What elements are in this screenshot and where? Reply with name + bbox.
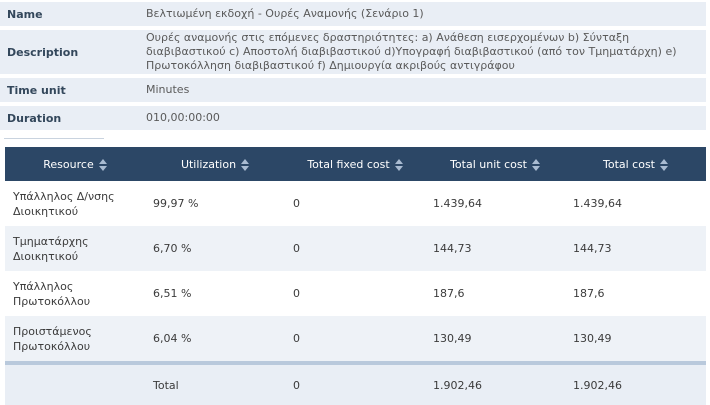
fixed-cost-cell: 0	[285, 271, 425, 316]
table-row: Υπάλληλος Πρωτοκόλλου 6,51 % 0 187,6 187…	[5, 271, 706, 316]
column-header-utilization[interactable]: Utilization	[145, 147, 285, 181]
unit-cost-cell: 187,6	[425, 271, 565, 316]
unit-cost-cell: 130,49	[425, 316, 565, 363]
column-header-total-cost[interactable]: Total cost	[565, 147, 706, 181]
column-header-total-unit-cost[interactable]: Total unit cost	[425, 147, 565, 181]
section-divider	[4, 138, 104, 139]
unit-cost-cell: 144,73	[425, 226, 565, 271]
total-cost-cell: 130,49	[565, 316, 706, 363]
description-row: Description Ουρές αναμονής στις επόμενες…	[0, 30, 706, 74]
duration-label: Duration	[7, 111, 62, 125]
name-label: Name	[7, 7, 43, 21]
name-value: Βελτιωμένη εκδοχή - Ουρές Αναμονής (Σενά…	[146, 7, 424, 20]
resource-cell: Τμηματάρχης Διοικητικού	[5, 226, 145, 271]
sort-arrows-icon[interactable]	[98, 158, 107, 171]
table-header-row: Resource Utilization Total fixed cost To…	[5, 147, 706, 181]
time-unit-value: Minutes	[146, 83, 190, 96]
unit-cost-cell: 1.439,64	[425, 181, 565, 226]
utilization-cell: 99,97 %	[145, 181, 285, 226]
header-label: Total fixed cost	[307, 157, 390, 171]
total-unit-cost-cell: 1.902,46	[425, 361, 565, 405]
utilization-cell: 6,04 %	[145, 316, 285, 363]
total-label-cell: Total	[145, 361, 285, 405]
fixed-cost-cell: 0	[285, 316, 425, 363]
column-header-total-fixed-cost[interactable]: Total fixed cost	[285, 147, 425, 181]
fixed-cost-cell: 0	[285, 181, 425, 226]
header-label: Resource	[43, 157, 94, 171]
total-cost-sum-cell: 1.902,46	[565, 361, 706, 405]
fixed-cost-cell: 0	[285, 226, 425, 271]
table-total-row: Total 0 1.902,46 1.902,46	[5, 361, 706, 405]
sort-arrows-icon[interactable]	[531, 158, 540, 171]
table-row: Προιστάμενος Πρωτοκόλλου 6,04 % 0 130,49…	[5, 316, 706, 363]
scenario-info-panel: Name Βελτιωμένη εκδοχή - Ουρές Αναμονής …	[0, 0, 706, 134]
time-unit-row: Time unit Minutes	[0, 78, 706, 102]
utilization-cell: 6,51 %	[145, 271, 285, 316]
table-row: Υπάλληλος Δ/νσης Διοικητικού 99,97 % 0 1…	[5, 181, 706, 226]
sort-arrows-icon[interactable]	[241, 158, 250, 171]
description-value: Ουρές αναμονής στις επόμενες δραστηριότη…	[146, 31, 677, 72]
total-resource-cell	[5, 361, 145, 405]
header-label: Total unit cost	[450, 157, 527, 171]
header-label: Total cost	[602, 157, 655, 171]
resource-cell: Προιστάμενος Πρωτοκόλλου	[5, 316, 145, 363]
total-cost-cell: 144,73	[565, 226, 706, 271]
total-fixed-cost-cell: 0	[285, 361, 425, 405]
resource-table: Resource Utilization Total fixed cost To…	[5, 147, 706, 405]
utilization-cell: 6,70 %	[145, 226, 285, 271]
duration-value: 010,00:00:00	[146, 111, 220, 124]
name-row: Name Βελτιωμένη εκδοχή - Ουρές Αναμονής …	[0, 2, 706, 26]
sort-arrows-icon[interactable]	[394, 158, 403, 171]
time-unit-label: Time unit	[7, 83, 66, 97]
resource-cell: Υπάλληλος Πρωτοκόλλου	[5, 271, 145, 316]
column-header-resource[interactable]: Resource	[5, 147, 145, 181]
total-cost-cell: 1.439,64	[565, 181, 706, 226]
header-label: Utilization	[180, 157, 237, 171]
total-cost-cell: 187,6	[565, 271, 706, 316]
resource-cell: Υπάλληλος Δ/νσης Διοικητικού	[5, 181, 145, 226]
duration-row: Duration 010,00:00:00	[0, 106, 706, 130]
description-label: Description	[7, 45, 79, 59]
table-row: Τμηματάρχης Διοικητικού 6,70 % 0 144,73 …	[5, 226, 706, 271]
sort-arrows-icon[interactable]	[660, 158, 668, 171]
